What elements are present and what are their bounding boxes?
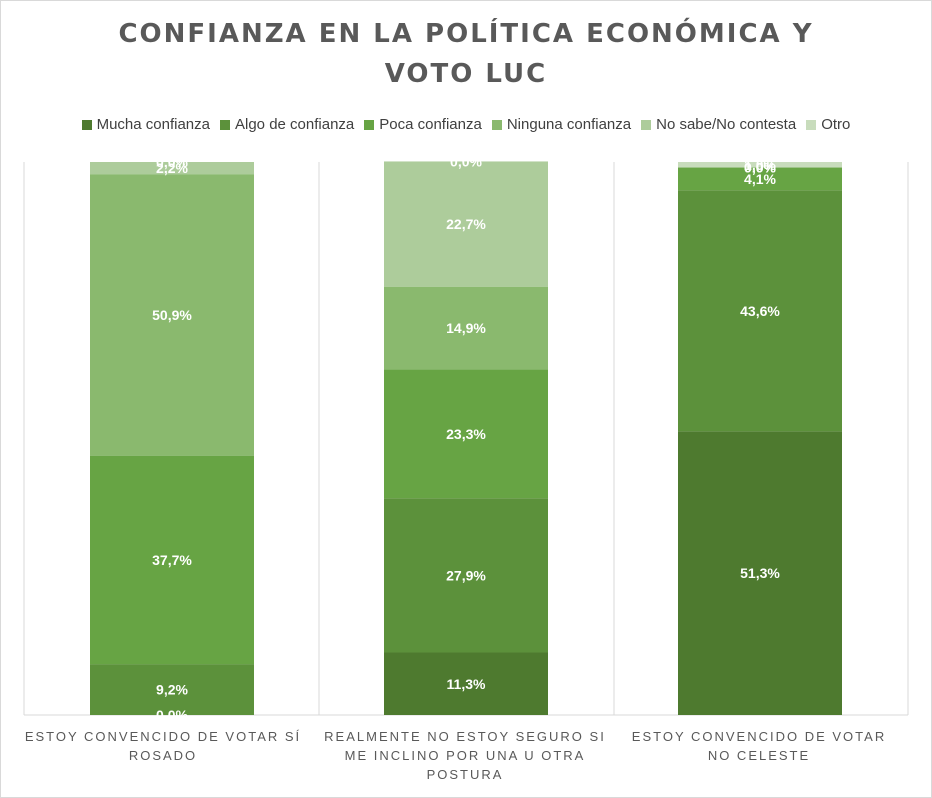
data-label-2-1: 11,3% — [447, 676, 486, 692]
legend-swatch — [364, 119, 375, 130]
data-label-2-6: 0,0% — [450, 153, 482, 169]
legend-item-5: No sabe/No contesta — [641, 116, 796, 133]
bar-segment-3-6 — [678, 162, 842, 168]
legend-item-4: Ninguna confianza — [491, 116, 632, 133]
bar-segment-2-2 — [384, 498, 548, 653]
legend-label: Ninguna confianza — [506, 116, 632, 133]
legend-swatch — [81, 119, 92, 130]
data-label-3-4: 0,0% — [744, 160, 776, 176]
category-label-1-line-1: ESTOY CONVENCIDO DE VOTAR SÍ — [24, 729, 302, 744]
bar-segment-3-1 — [678, 431, 842, 715]
data-label-1-2: 9,2% — [156, 682, 188, 698]
legend-label: No sabe/No contesta — [656, 116, 797, 133]
legend-swatch — [220, 119, 230, 130]
data-label-3-3: 4,1% — [744, 171, 776, 187]
data-label-3-5: 0,0% — [744, 160, 776, 176]
category-label-3-line-2: NO CELESTE — [707, 748, 811, 763]
data-label-1-5: 2,2% — [156, 160, 188, 176]
data-label-1-6: 0,0% — [156, 154, 188, 170]
bar-segment-2-3 — [384, 369, 548, 499]
data-label-2-3: 23,3% — [446, 426, 486, 442]
legend-label: Mucha confianza — [96, 116, 210, 133]
legend: Mucha confianza Algo de confianza Poca con… — [0, 116, 932, 133]
legend-swatch — [491, 119, 502, 130]
data-label-3-1: 51,3% — [740, 565, 780, 581]
bar-segment-3-3 — [678, 167, 842, 191]
chart-title: CONFIANZA EN LA POLÍTICA ECONÓMICA Y VOT… — [0, 14, 932, 94]
data-label-1-3: 37,7% — [152, 552, 192, 568]
legend-label: Otro — [821, 116, 851, 133]
bar-segment-1-4 — [90, 174, 254, 456]
category-label-1: ESTOY CONVENCIDO DE VOTAR SÍ ROSADO — [18, 727, 308, 765]
bar-segment-1-5 — [90, 162, 254, 175]
legend-item-1: Mucha confianza — [81, 116, 210, 133]
chart-title-line-1: CONFIANZA EN LA POLÍTICA ECONÓMICA Y — [118, 19, 814, 49]
category-label-3-line-1: ESTOY CONVENCIDO DE VOTAR — [631, 729, 887, 744]
legend-swatch — [806, 119, 817, 130]
data-label-1-1: 0,0% — [156, 707, 188, 723]
legend-item-3: Poca confianza — [364, 116, 482, 133]
category-label-2-line-1: REALMENTE NO ESTOY SEGURO SI — [324, 729, 606, 744]
data-label-2-4: 14,9% — [446, 320, 486, 336]
category-label-2: REALMENTE NO ESTOY SEGURO SI ME INCLINO … — [320, 727, 610, 784]
legend-item-6: Otro — [806, 116, 850, 133]
bar-segment-1-3 — [90, 455, 254, 665]
chart-title-line-2: VOTO LUC — [384, 59, 548, 89]
category-label-2-line-2: ME INCLINO POR UNA U OTRA — [344, 748, 586, 763]
bar-segment-2-5 — [384, 161, 548, 287]
bar-segment-3-2 — [678, 190, 842, 432]
data-label-1-4: 50,9% — [152, 307, 192, 323]
legend-item-2: Algo de confianza — [220, 116, 354, 133]
category-label-2-line-3: POSTURA — [426, 767, 504, 782]
bar-segment-2-1 — [384, 652, 548, 715]
legend-swatch — [641, 119, 652, 130]
data-label-2-5: 22,7% — [446, 216, 486, 232]
legend-label: Algo de confianza — [235, 116, 355, 133]
data-label-2-2: 27,9% — [446, 567, 486, 583]
bar-segment-2-4 — [384, 286, 548, 370]
bar-segment-1-2 — [90, 664, 254, 715]
legend-label: Poca confianza — [379, 116, 482, 133]
data-label-3-2: 43,6% — [740, 303, 780, 319]
category-label-3: ESTOY CONVENCIDO DE VOTAR NO CELESTE — [614, 727, 904, 765]
data-label-3-6: 1,0% — [744, 157, 776, 173]
category-label-1-line-2: ROSADO — [128, 748, 198, 763]
